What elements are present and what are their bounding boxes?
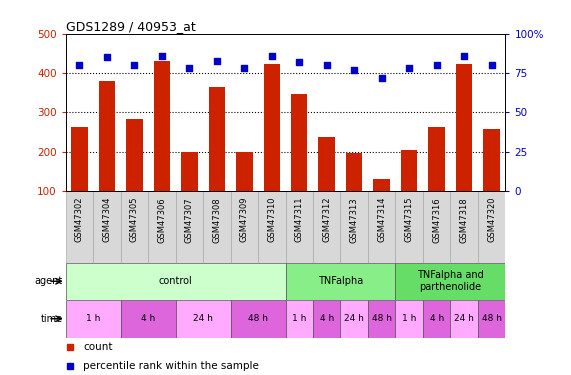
Text: GSM47306: GSM47306 (158, 197, 166, 243)
Text: GSM47305: GSM47305 (130, 197, 139, 243)
Text: GSM47310: GSM47310 (267, 197, 276, 243)
Bar (71, 128, 88, 191)
Bar (451, 300, 478, 338)
Text: 1 h: 1 h (86, 314, 100, 323)
Text: 1 h: 1 h (292, 314, 307, 323)
Bar (395, 191, 423, 262)
Text: GSM47308: GSM47308 (212, 197, 222, 243)
Bar (395, 300, 423, 338)
Point (102, 54, 111, 60)
Text: GSM47312: GSM47312 (322, 197, 331, 243)
Point (349, 67, 359, 73)
Bar (258, 191, 286, 262)
Point (212, 57, 222, 63)
Point (432, 62, 441, 68)
Bar (286, 300, 313, 338)
Bar (340, 300, 368, 338)
Text: GSM47315: GSM47315 (405, 197, 413, 243)
Text: GSM47314: GSM47314 (377, 197, 386, 243)
Text: percentile rank within the sample: percentile rank within the sample (83, 361, 259, 370)
Point (157, 53, 166, 59)
Text: 48 h: 48 h (481, 314, 501, 323)
Bar (93, 191, 120, 262)
Text: 4 h: 4 h (141, 314, 155, 323)
Text: TNFalpha and
parthenolide: TNFalpha and parthenolide (417, 270, 484, 292)
Text: 24 h: 24 h (454, 314, 474, 323)
Text: GSM47304: GSM47304 (102, 197, 111, 243)
Bar (148, 191, 176, 262)
Text: 4 h: 4 h (320, 314, 334, 323)
Point (130, 62, 139, 68)
Bar (313, 300, 340, 338)
Point (405, 65, 414, 71)
Text: 4 h: 4 h (429, 314, 444, 323)
Text: 48 h: 48 h (248, 314, 268, 323)
Text: 1 h: 1 h (402, 314, 416, 323)
Text: GSM47313: GSM47313 (349, 197, 359, 243)
Bar (236, 152, 252, 191)
Text: GSM47318: GSM47318 (460, 197, 469, 243)
Text: 24 h: 24 h (193, 314, 213, 323)
Bar (231, 191, 258, 262)
Bar (66, 191, 93, 262)
Bar (66, 300, 120, 338)
Text: 24 h: 24 h (344, 314, 364, 323)
Bar (313, 191, 340, 262)
Bar (176, 191, 203, 262)
Point (185, 65, 194, 71)
Bar (66, 262, 286, 300)
Point (75, 62, 84, 68)
Bar (340, 191, 368, 262)
Text: GSM47307: GSM47307 (185, 197, 194, 243)
Bar (120, 191, 148, 262)
Bar (483, 129, 500, 191)
Point (487, 62, 496, 68)
Point (295, 59, 304, 65)
Text: GSM47316: GSM47316 (432, 197, 441, 243)
Bar (181, 152, 198, 191)
Bar (286, 191, 313, 262)
Bar (428, 127, 445, 191)
Bar (373, 179, 390, 191)
Bar (176, 300, 231, 338)
Bar (231, 300, 286, 338)
Text: GSM47311: GSM47311 (295, 197, 304, 243)
Bar (423, 191, 451, 262)
Point (460, 53, 469, 59)
Bar (346, 153, 363, 191)
Bar (154, 61, 170, 191)
Bar (401, 150, 417, 191)
Bar (263, 64, 280, 191)
Point (267, 53, 276, 59)
Bar (126, 119, 143, 191)
Text: GSM47309: GSM47309 (240, 197, 249, 243)
Text: agent: agent (35, 276, 63, 286)
Bar (478, 191, 505, 262)
Bar (456, 64, 472, 191)
Text: time: time (41, 314, 63, 324)
Text: TNFalpha: TNFalpha (318, 276, 363, 286)
Bar (291, 94, 307, 191)
Bar (99, 81, 115, 191)
Bar (203, 191, 231, 262)
Bar (395, 262, 505, 300)
Text: GSM47302: GSM47302 (75, 197, 84, 243)
Bar (208, 87, 225, 191)
Bar (478, 300, 505, 338)
Bar (286, 262, 395, 300)
Text: GSM47320: GSM47320 (487, 197, 496, 243)
Text: control: control (159, 276, 192, 286)
Point (377, 75, 386, 81)
Text: GDS1289 / 40953_at: GDS1289 / 40953_at (66, 20, 195, 33)
Point (240, 65, 249, 71)
Bar (319, 137, 335, 191)
Bar (423, 300, 451, 338)
Bar (368, 191, 395, 262)
Text: count: count (83, 342, 112, 352)
Bar (120, 300, 176, 338)
Point (322, 62, 331, 68)
Bar (451, 191, 478, 262)
Text: 48 h: 48 h (372, 314, 392, 323)
Bar (368, 300, 395, 338)
